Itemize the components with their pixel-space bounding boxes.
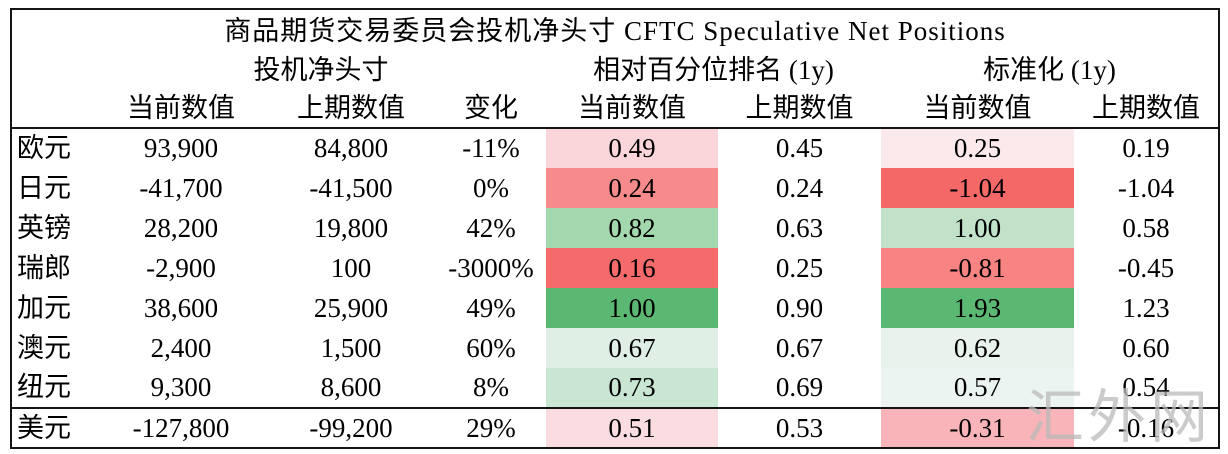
cell-change: 42%: [466, 212, 516, 243]
table-row: 澳元 2,400 1,500 60% 0.67 0.67 0.62 0.60: [11, 328, 1219, 368]
cell-standardized-current-heat: 0.25: [881, 128, 1074, 168]
cftc-positions-panel: 商品期货交易委员会投机净头寸 CFTC Speculative Net Posi…: [10, 8, 1221, 450]
table-row: 加元 38,600 25,900 49% 1.00 0.90 1.93 1.23: [11, 288, 1219, 328]
cell-percentile-previous: 0.53: [718, 407, 881, 448]
cell-percentile-previous: 0.24: [775, 172, 824, 203]
cell-change: 8%: [473, 372, 509, 402]
group-header-net-positions: 投机净头寸: [253, 55, 389, 85]
cell-change: -3000%: [448, 252, 534, 283]
cell-standardized-previous: 0.54: [1122, 372, 1170, 402]
cell-percentile-current-heat: 0.24: [546, 168, 718, 208]
group-header-standardized: 标准化 (1y): [983, 55, 1116, 85]
cell-standardized-previous: 1.23: [1122, 292, 1170, 323]
column-header-pct-previous: 上期数值: [718, 89, 881, 129]
cell-percentile-previous: 0.90: [775, 292, 824, 323]
column-header-current: 当前数值: [96, 89, 266, 129]
cell-standardized-current-heat: 1.93: [881, 288, 1074, 328]
cell-standardized-current-heat: 0.57: [881, 368, 1074, 408]
column-header-empty: [11, 89, 96, 129]
column-header-pct-current: 当前数值: [546, 89, 718, 129]
column-header-std-current: 当前数值: [881, 89, 1074, 129]
cell-net-current: 38,600: [143, 292, 219, 323]
table-body: 欧元 93,900 84,800 -11% 0.49 0.45 0.25 0.1…: [11, 128, 1220, 448]
cell-net-previous: 19,800: [313, 212, 389, 243]
table-row: 纽元 9,300 8,600 8% 0.73 0.69 0.57 0.54: [11, 368, 1219, 408]
cell-percentile-previous: 0.67: [775, 332, 824, 363]
column-header-previous: 上期数值: [266, 89, 436, 129]
cell-standardized-current-heat: 1.00: [881, 208, 1074, 248]
cell-percentile-current-heat: 0.82: [546, 208, 718, 248]
cell-percentile-current-heat: 1.00: [546, 288, 718, 328]
cell-percentile-current-heat: 0.16: [546, 248, 718, 288]
cell-percentile-previous: 0.63: [775, 212, 824, 243]
cell-percentile-current-heat: 0.73: [546, 368, 718, 408]
row-label-currency: 欧元: [17, 133, 71, 163]
column-header-change: 变化: [436, 89, 546, 129]
cell-net-previous: -41,500: [309, 172, 393, 203]
cell-net-previous: 100: [330, 252, 372, 283]
page-title: 商品期货交易委员会投机净头寸 CFTC Speculative Net Posi…: [224, 15, 1006, 46]
cell-net-previous: 84,800: [313, 133, 389, 163]
cell-change: 60%: [466, 332, 516, 363]
cell-change: 0%: [473, 172, 509, 203]
table-row: 日元 -41,700 -41,500 0% 0.24 0.24 -1.04 -1…: [11, 168, 1219, 208]
cell-percentile-current-heat: 0.49: [546, 128, 718, 168]
column-header-std-previous: 上期数值: [1074, 89, 1220, 129]
cell-standardized-previous: -0.16: [1074, 407, 1220, 448]
cell-standardized-previous: 0.60: [1122, 332, 1170, 363]
cell-standardized-current-heat: -0.31: [881, 407, 1074, 448]
cell-percentile-current-heat: 0.51: [546, 407, 718, 448]
cell-change: 29%: [436, 407, 546, 448]
cell-percentile-previous: 0.45: [775, 133, 824, 163]
cell-standardized-previous: 0.58: [1122, 212, 1170, 243]
cftc-table: 商品期货交易委员会投机净头寸 CFTC Speculative Net Posi…: [10, 8, 1221, 449]
cell-net-previous: -99,200: [266, 407, 436, 448]
cell-change: 49%: [466, 292, 516, 323]
cell-standardized-previous: 0.19: [1122, 133, 1170, 163]
cell-percentile-previous: 0.69: [775, 372, 824, 402]
group-header-percentile-rank: 相对百分位排名 (1y): [593, 55, 834, 85]
row-label-currency: 纽元: [17, 372, 71, 402]
cell-net-previous: 1,500: [320, 332, 382, 363]
cell-standardized-current-heat: -0.81: [881, 248, 1074, 288]
table-row: 瑞郎 -2,900 100 -3000% 0.16 0.25 -0.81 -0.…: [11, 248, 1219, 288]
cell-net-current: -41,700: [139, 172, 223, 203]
row-label-currency: 英镑: [17, 212, 71, 243]
row-label-currency: 澳元: [17, 332, 71, 363]
cell-net-current: 28,200: [143, 212, 219, 243]
cell-net-current: 9,300: [150, 372, 212, 402]
row-label-currency: 加元: [17, 292, 71, 323]
table-row: 美元 -127,800 -99,200 29% 0.51 0.53 -0.31 …: [11, 407, 1220, 448]
cell-standardized-current-heat: -1.04: [881, 168, 1074, 208]
cell-change: -11%: [462, 133, 520, 163]
cell-standardized-current-heat: 0.62: [881, 328, 1074, 368]
row-label-currency: 美元: [11, 407, 96, 448]
group-header-empty: [11, 52, 96, 89]
cell-net-current: 93,900: [143, 133, 219, 163]
row-label-currency: 瑞郎: [17, 252, 71, 283]
cell-standardized-previous: -0.45: [1117, 252, 1175, 283]
cell-percentile-current-heat: 0.67: [546, 328, 718, 368]
cell-net-current: -127,800: [96, 407, 266, 448]
row-label-currency: 日元: [17, 172, 71, 203]
cell-net-previous: 25,900: [313, 292, 389, 323]
cell-net-previous: 8,600: [320, 372, 382, 402]
cell-net-current: 2,400: [150, 332, 212, 363]
cell-net-current: -2,900: [146, 252, 216, 283]
table-row: 欧元 93,900 84,800 -11% 0.49 0.45 0.25 0.1…: [11, 128, 1219, 168]
cell-percentile-previous: 0.25: [775, 252, 824, 283]
cell-standardized-previous: -1.04: [1117, 172, 1175, 203]
table-row: 英镑 28,200 19,800 42% 0.82 0.63 1.00 0.58: [11, 208, 1219, 248]
